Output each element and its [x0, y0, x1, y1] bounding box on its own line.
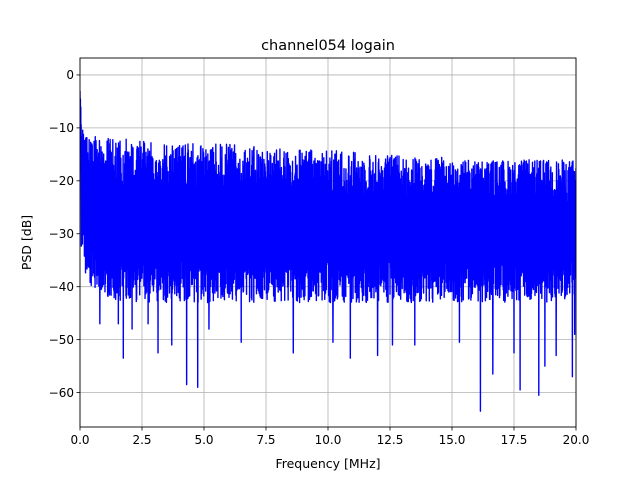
- x-tick-label: 7.5: [256, 433, 275, 447]
- y-axis-label: PSD [dB]: [19, 215, 34, 270]
- psd-series-line: [80, 90, 576, 412]
- y-tick-label: −30: [49, 227, 74, 241]
- x-tick-label: 0.0: [70, 433, 89, 447]
- y-tick-label: −20: [49, 174, 74, 188]
- y-tick-label: 0: [66, 68, 74, 82]
- x-tick-label: 12.5: [377, 433, 404, 447]
- y-tick-label: −10: [49, 121, 74, 135]
- x-tick-label: 5.0: [194, 433, 213, 447]
- data-layer: [80, 90, 576, 412]
- x-tick-label: 10.0: [315, 433, 342, 447]
- x-axis-label: Frequency [MHz]: [275, 456, 380, 471]
- y-tick-label: −60: [49, 386, 74, 400]
- y-tick-label: −40: [49, 280, 74, 294]
- x-tick-label: 17.5: [501, 433, 528, 447]
- x-tick-label: 20.0: [563, 433, 590, 447]
- y-tick-label: −50: [49, 333, 74, 347]
- ticks: 0.0 2.5 5.0 7.5 10.0 12.5 15.0 17.5 20.0 0 −10 −20 −…: [49, 68, 590, 447]
- x-tick-label: 2.5: [132, 433, 151, 447]
- x-tick-label: 15.0: [439, 433, 466, 447]
- chart-title: channel054 logain: [261, 38, 395, 54]
